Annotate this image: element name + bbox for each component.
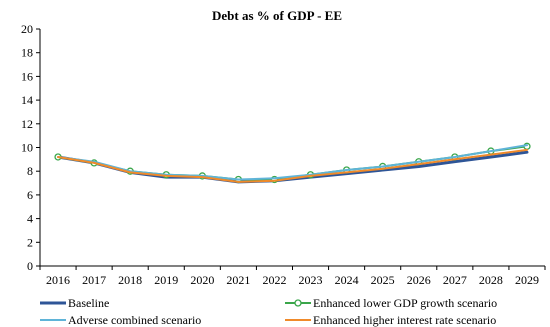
x-tick-label: 2029 <box>515 273 539 287</box>
x-tick-label: 2025 <box>371 273 395 287</box>
legend-label: Adverse combined scenario <box>68 313 201 327</box>
x-tick-label: 2019 <box>154 273 178 287</box>
legend-item-2: Adverse combined scenario <box>40 313 201 327</box>
x-tick-label: 2023 <box>299 273 323 287</box>
x-tick-label: 2022 <box>262 273 286 287</box>
y-tick-label: 16 <box>21 69 33 83</box>
series-line-2 <box>57 144 528 181</box>
y-tick-label: 18 <box>21 46 33 60</box>
series-lines <box>54 142 531 184</box>
x-tick-label: 2017 <box>82 273 106 287</box>
y-tick-label: 8 <box>27 164 33 178</box>
legend-label: Enhanced higher interest rate scenario <box>313 313 496 327</box>
y-tick-label: 6 <box>27 188 33 202</box>
legend-label: Baseline <box>68 296 109 310</box>
x-tick-label: 2016 <box>46 273 70 287</box>
x-tick-label: 2024 <box>335 273 359 287</box>
x-tick-label: 2018 <box>118 273 142 287</box>
legend-item-1: Enhanced lower GDP growth scenario <box>285 296 497 310</box>
x-tick-label: 2021 <box>226 273 250 287</box>
x-tick-label: 2028 <box>479 273 503 287</box>
y-tick-label: 10 <box>21 141 33 155</box>
y-tick-label: 4 <box>27 212 33 226</box>
legend-label: Enhanced lower GDP growth scenario <box>313 296 497 310</box>
legend-item-0: Baseline <box>40 296 109 310</box>
x-tick-label: 2027 <box>443 273 467 287</box>
y-tick-label: 0 <box>27 259 33 273</box>
y-tick-label: 12 <box>21 117 33 131</box>
x-tick-label: 2026 <box>407 273 431 287</box>
chart-title: Debt as % of GDP - EE <box>212 8 342 23</box>
legend: Baseline Enhanced lower GDP growth scenar… <box>40 296 497 327</box>
y-tick-label: 14 <box>21 93 33 107</box>
legend-marker <box>294 299 302 307</box>
y-tick-label: 20 <box>21 22 33 36</box>
series-line-3 <box>57 148 528 183</box>
axes: 0 2 4 6 8 10 12 14 16 18 20 2016 2017 2018 2019 2020 202… <box>21 22 546 287</box>
legend-item-3: Enhanced higher interest rate scenario <box>285 313 496 327</box>
x-tick-label: 2020 <box>190 273 214 287</box>
y-tick-label: 2 <box>27 235 33 249</box>
